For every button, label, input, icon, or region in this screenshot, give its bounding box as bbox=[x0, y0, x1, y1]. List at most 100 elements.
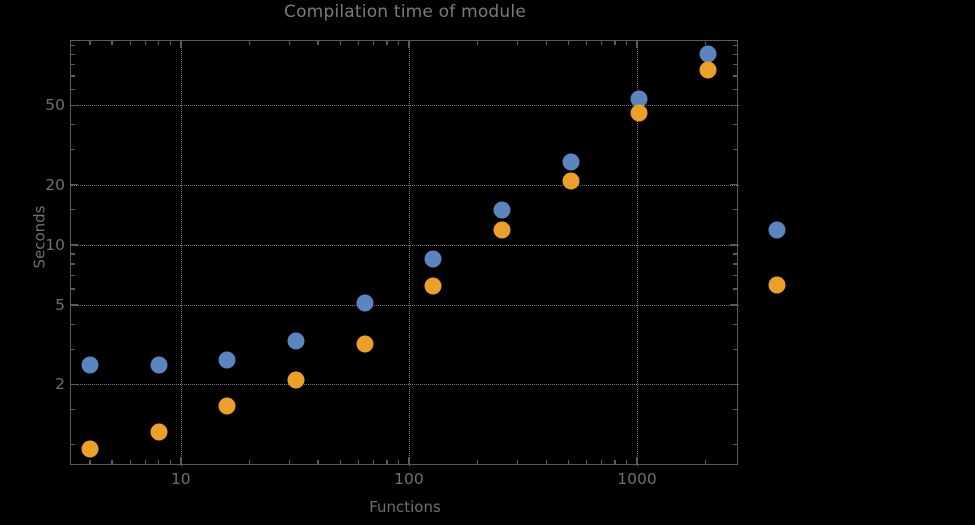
y-axis-minor-tick bbox=[733, 63, 737, 66]
x-axis-minor-tick bbox=[129, 460, 131, 464]
x-axis-minor-tick bbox=[585, 41, 588, 45]
x-axis-title: Functions bbox=[369, 498, 441, 516]
x-axis-minor-tick bbox=[614, 460, 616, 464]
data-point-blue-series bbox=[150, 356, 168, 374]
gridline-vertical bbox=[408, 41, 410, 466]
y-axis-minor-tick bbox=[733, 443, 737, 446]
x-axis-minor-tick bbox=[288, 41, 291, 45]
x-axis-minor-tick bbox=[129, 41, 131, 45]
x-axis-minor-tick bbox=[372, 460, 375, 464]
x-axis-minor-tick bbox=[517, 41, 519, 45]
x-axis-minor-tick bbox=[169, 41, 172, 45]
x-axis-tick bbox=[180, 457, 182, 464]
data-point-blue-series bbox=[768, 221, 786, 239]
x-axis-tick-label: 1000 bbox=[617, 470, 657, 488]
y-axis-tick bbox=[71, 104, 78, 106]
y-axis-minor-tick bbox=[733, 253, 737, 255]
x-axis-minor-tick bbox=[704, 41, 707, 45]
y-axis-minor-tick bbox=[733, 44, 737, 46]
y-axis-tick bbox=[71, 383, 78, 386]
y-axis-tick bbox=[71, 184, 78, 186]
x-axis-minor-tick bbox=[625, 41, 628, 45]
gridline-horizontal bbox=[71, 384, 739, 386]
x-axis-minor-tick bbox=[614, 41, 616, 45]
data-point-blue-series bbox=[699, 45, 717, 63]
y-axis-tick-label: 5 bbox=[55, 295, 65, 314]
x-axis-minor-tick bbox=[288, 460, 291, 464]
y-axis-minor-tick bbox=[71, 148, 75, 151]
x-axis-tick bbox=[408, 457, 410, 464]
data-point-blue-series bbox=[562, 153, 580, 171]
y-axis-tick bbox=[730, 104, 737, 106]
y-axis-minor-tick bbox=[71, 88, 75, 91]
y-axis-minor-tick bbox=[71, 75, 75, 77]
y-axis-minor-tick bbox=[71, 53, 75, 56]
x-axis-minor-tick bbox=[545, 41, 547, 45]
y-axis-minor-tick bbox=[71, 208, 75, 211]
y-axis-minor-tick bbox=[71, 323, 75, 325]
x-axis-minor-tick bbox=[517, 460, 519, 464]
y-axis-minor-tick bbox=[71, 253, 75, 255]
x-axis-tick bbox=[636, 41, 638, 48]
x-axis-minor-tick bbox=[339, 460, 341, 464]
y-axis-minor-tick bbox=[733, 123, 737, 126]
y-axis-tick bbox=[730, 304, 737, 306]
plot-inner: 50 20 10 5 2 10 100 1000 bbox=[45, 41, 786, 488]
x-axis-minor-tick bbox=[248, 460, 251, 464]
y-axis-minor-tick bbox=[733, 348, 737, 350]
data-point-blue-series bbox=[493, 201, 511, 219]
gridline-vertical bbox=[180, 41, 182, 466]
x-axis-minor-tick bbox=[357, 460, 359, 464]
gridline-horizontal bbox=[71, 105, 739, 107]
x-axis-minor-tick bbox=[600, 41, 603, 45]
data-point-blue-series bbox=[81, 356, 99, 374]
x-axis-minor-tick bbox=[397, 460, 400, 464]
x-axis-minor-tick bbox=[567, 41, 570, 45]
data-point-blue-series bbox=[287, 332, 305, 350]
x-axis-minor-tick bbox=[545, 460, 547, 464]
data-point-orange-series bbox=[81, 440, 99, 458]
x-axis-minor-tick bbox=[704, 460, 707, 464]
y-axis-minor-tick bbox=[71, 348, 75, 350]
gridline-horizontal bbox=[71, 244, 739, 246]
chart-title: Compilation time of module bbox=[284, 2, 526, 22]
y-axis-minor-tick bbox=[733, 275, 737, 277]
y-axis-minor-tick bbox=[71, 123, 75, 126]
data-point-blue-series bbox=[424, 250, 442, 268]
gridline-horizontal bbox=[71, 184, 739, 186]
x-axis-minor-tick bbox=[89, 41, 91, 45]
x-axis-minor-tick bbox=[585, 460, 588, 464]
x-axis-minor-tick bbox=[386, 460, 388, 464]
y-axis-minor-tick bbox=[733, 88, 737, 91]
data-point-orange-series bbox=[150, 423, 168, 441]
x-axis-tick bbox=[180, 41, 182, 48]
data-point-orange-series bbox=[630, 104, 648, 122]
y-axis-minor-tick bbox=[71, 288, 75, 290]
data-point-blue-series bbox=[218, 351, 236, 369]
x-axis-minor-tick bbox=[158, 41, 160, 45]
y-axis-tick-label: 10 bbox=[45, 235, 65, 254]
y-axis-minor-tick bbox=[71, 443, 75, 446]
y-axis-minor-tick bbox=[71, 275, 75, 277]
y-axis-tick bbox=[71, 304, 78, 306]
x-axis-minor-tick bbox=[144, 460, 147, 464]
x-axis-minor-tick bbox=[397, 41, 400, 45]
x-axis-minor-tick bbox=[357, 41, 359, 45]
y-axis-tick-label: 50 bbox=[45, 96, 65, 115]
x-axis-minor-tick bbox=[144, 41, 147, 45]
plot-area: 50 20 10 5 2 10 100 1000 bbox=[45, 40, 786, 488]
data-point-orange-series bbox=[356, 335, 374, 353]
data-point-orange-series bbox=[493, 221, 511, 239]
y-axis-minor-tick bbox=[71, 44, 75, 46]
y-axis-minor-tick bbox=[71, 408, 75, 410]
x-axis-tick bbox=[636, 457, 638, 464]
x-axis-minor-tick bbox=[317, 460, 319, 464]
x-axis-minor-tick bbox=[567, 460, 570, 464]
x-axis-minor-tick bbox=[600, 460, 603, 464]
x-axis-minor-tick bbox=[158, 460, 160, 464]
y-axis-tick bbox=[71, 244, 78, 246]
y-axis-minor-tick bbox=[71, 263, 75, 265]
data-point-orange-series bbox=[768, 276, 786, 294]
x-axis-minor-tick bbox=[317, 41, 319, 45]
